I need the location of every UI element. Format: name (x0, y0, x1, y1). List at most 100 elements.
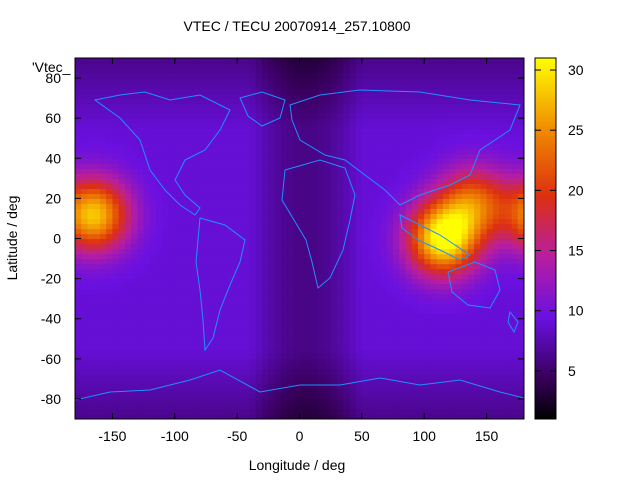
heatmap-cell (461, 313, 469, 320)
heatmap-cell (511, 368, 519, 375)
heatmap-cell (455, 333, 463, 340)
heatmap-cell (517, 218, 524, 225)
heatmap-cell (255, 268, 263, 275)
heatmap-cell (268, 378, 276, 385)
heatmap-cell (230, 218, 238, 225)
heatmap-cell (511, 188, 519, 194)
heatmap-cell (205, 128, 213, 134)
heatmap-cell (399, 138, 407, 144)
heatmap-cell (124, 88, 132, 94)
heatmap-cell (193, 278, 201, 285)
heatmap-cell (405, 348, 413, 355)
heatmap-cell (99, 348, 107, 355)
heatmap-cell (505, 328, 513, 335)
heatmap-cell (349, 398, 357, 405)
heatmap-cell (436, 248, 444, 255)
heatmap-cell (199, 403, 207, 410)
heatmap-cell (193, 313, 201, 320)
heatmap-cell (287, 123, 294, 129)
heatmap-cell (405, 303, 413, 310)
heatmap-cell (505, 198, 513, 204)
heatmap-cell (149, 248, 157, 255)
heatmap-cell (75, 278, 82, 285)
heatmap-cell (293, 273, 301, 280)
heatmap-cell (374, 198, 382, 204)
heatmap-cell (262, 118, 269, 124)
heatmap-cell (517, 268, 524, 275)
heatmap-cell (162, 113, 170, 119)
heatmap-cell (137, 108, 145, 114)
heatmap-cell (467, 93, 475, 99)
heatmap-cell (336, 248, 344, 255)
heatmap-cell (467, 153, 475, 159)
heatmap-cell (486, 173, 494, 179)
heatmap-cell (480, 243, 488, 250)
heatmap-cell (517, 148, 524, 154)
heatmap-cell (511, 203, 519, 210)
heatmap-cell (430, 98, 438, 104)
heatmap-cell (424, 183, 432, 189)
heatmap-cell (474, 253, 481, 260)
heatmap-cell (168, 268, 176, 275)
heatmap-cell (318, 248, 326, 255)
heatmap-cell (237, 298, 244, 305)
heatmap-cell (112, 168, 120, 174)
heatmap-cell (293, 363, 301, 370)
heatmap-cell (118, 263, 126, 270)
heatmap-cell (218, 363, 226, 370)
heatmap-cell (293, 263, 301, 270)
heatmap-cell (361, 153, 369, 159)
heatmap-cell (93, 188, 101, 194)
heatmap-cell (237, 398, 244, 405)
heatmap-cell (268, 203, 276, 210)
heatmap-cell (218, 323, 226, 330)
heatmap-cell (517, 378, 524, 385)
heatmap-cell (480, 158, 488, 164)
heatmap-cell (81, 83, 89, 89)
heatmap-cell (243, 283, 251, 290)
heatmap-cell (143, 368, 151, 375)
heatmap-cell (492, 203, 500, 210)
heatmap-cell (199, 413, 207, 419)
heatmap-cell (262, 398, 269, 405)
heatmap-cell (168, 358, 176, 365)
heatmap-cell (374, 383, 382, 390)
heatmap-cell (386, 348, 394, 355)
heatmap-cell (474, 188, 481, 194)
heatmap-cell (156, 263, 163, 270)
heatmap-cell (449, 98, 457, 104)
heatmap-cell (149, 168, 157, 174)
heatmap-cell (81, 308, 89, 315)
heatmap-cell (424, 328, 432, 335)
heatmap-cell (75, 203, 82, 210)
heatmap-cell (436, 238, 444, 245)
heatmap-cell (449, 243, 457, 250)
heatmap-cell (505, 378, 513, 385)
heatmap-cell (99, 318, 107, 325)
heatmap-cell (262, 363, 269, 370)
heatmap-cell (343, 153, 350, 159)
heatmap-cell (380, 268, 388, 275)
heatmap-cell (181, 173, 188, 179)
heatmap-cell (380, 348, 388, 355)
heatmap-cell (268, 228, 276, 235)
heatmap-cell (455, 288, 463, 295)
heatmap-cell (187, 373, 195, 380)
heatmap-cell (93, 133, 101, 139)
heatmap-cell (174, 283, 182, 290)
heatmap-cell (205, 268, 213, 275)
heatmap-cell (199, 223, 207, 230)
heatmap-cell (137, 278, 145, 285)
heatmap-cell (436, 188, 444, 194)
heatmap-cell (230, 308, 238, 315)
heatmap-cell (143, 193, 151, 199)
heatmap-cell (187, 183, 195, 189)
heatmap-cell (162, 123, 170, 129)
heatmap-cell (311, 173, 319, 179)
heatmap-cell (424, 93, 432, 99)
heatmap-cell (187, 193, 195, 199)
heatmap-cell (486, 378, 494, 385)
heatmap-cell (218, 243, 226, 250)
heatmap-cell (131, 183, 138, 189)
heatmap-cell (237, 308, 244, 315)
